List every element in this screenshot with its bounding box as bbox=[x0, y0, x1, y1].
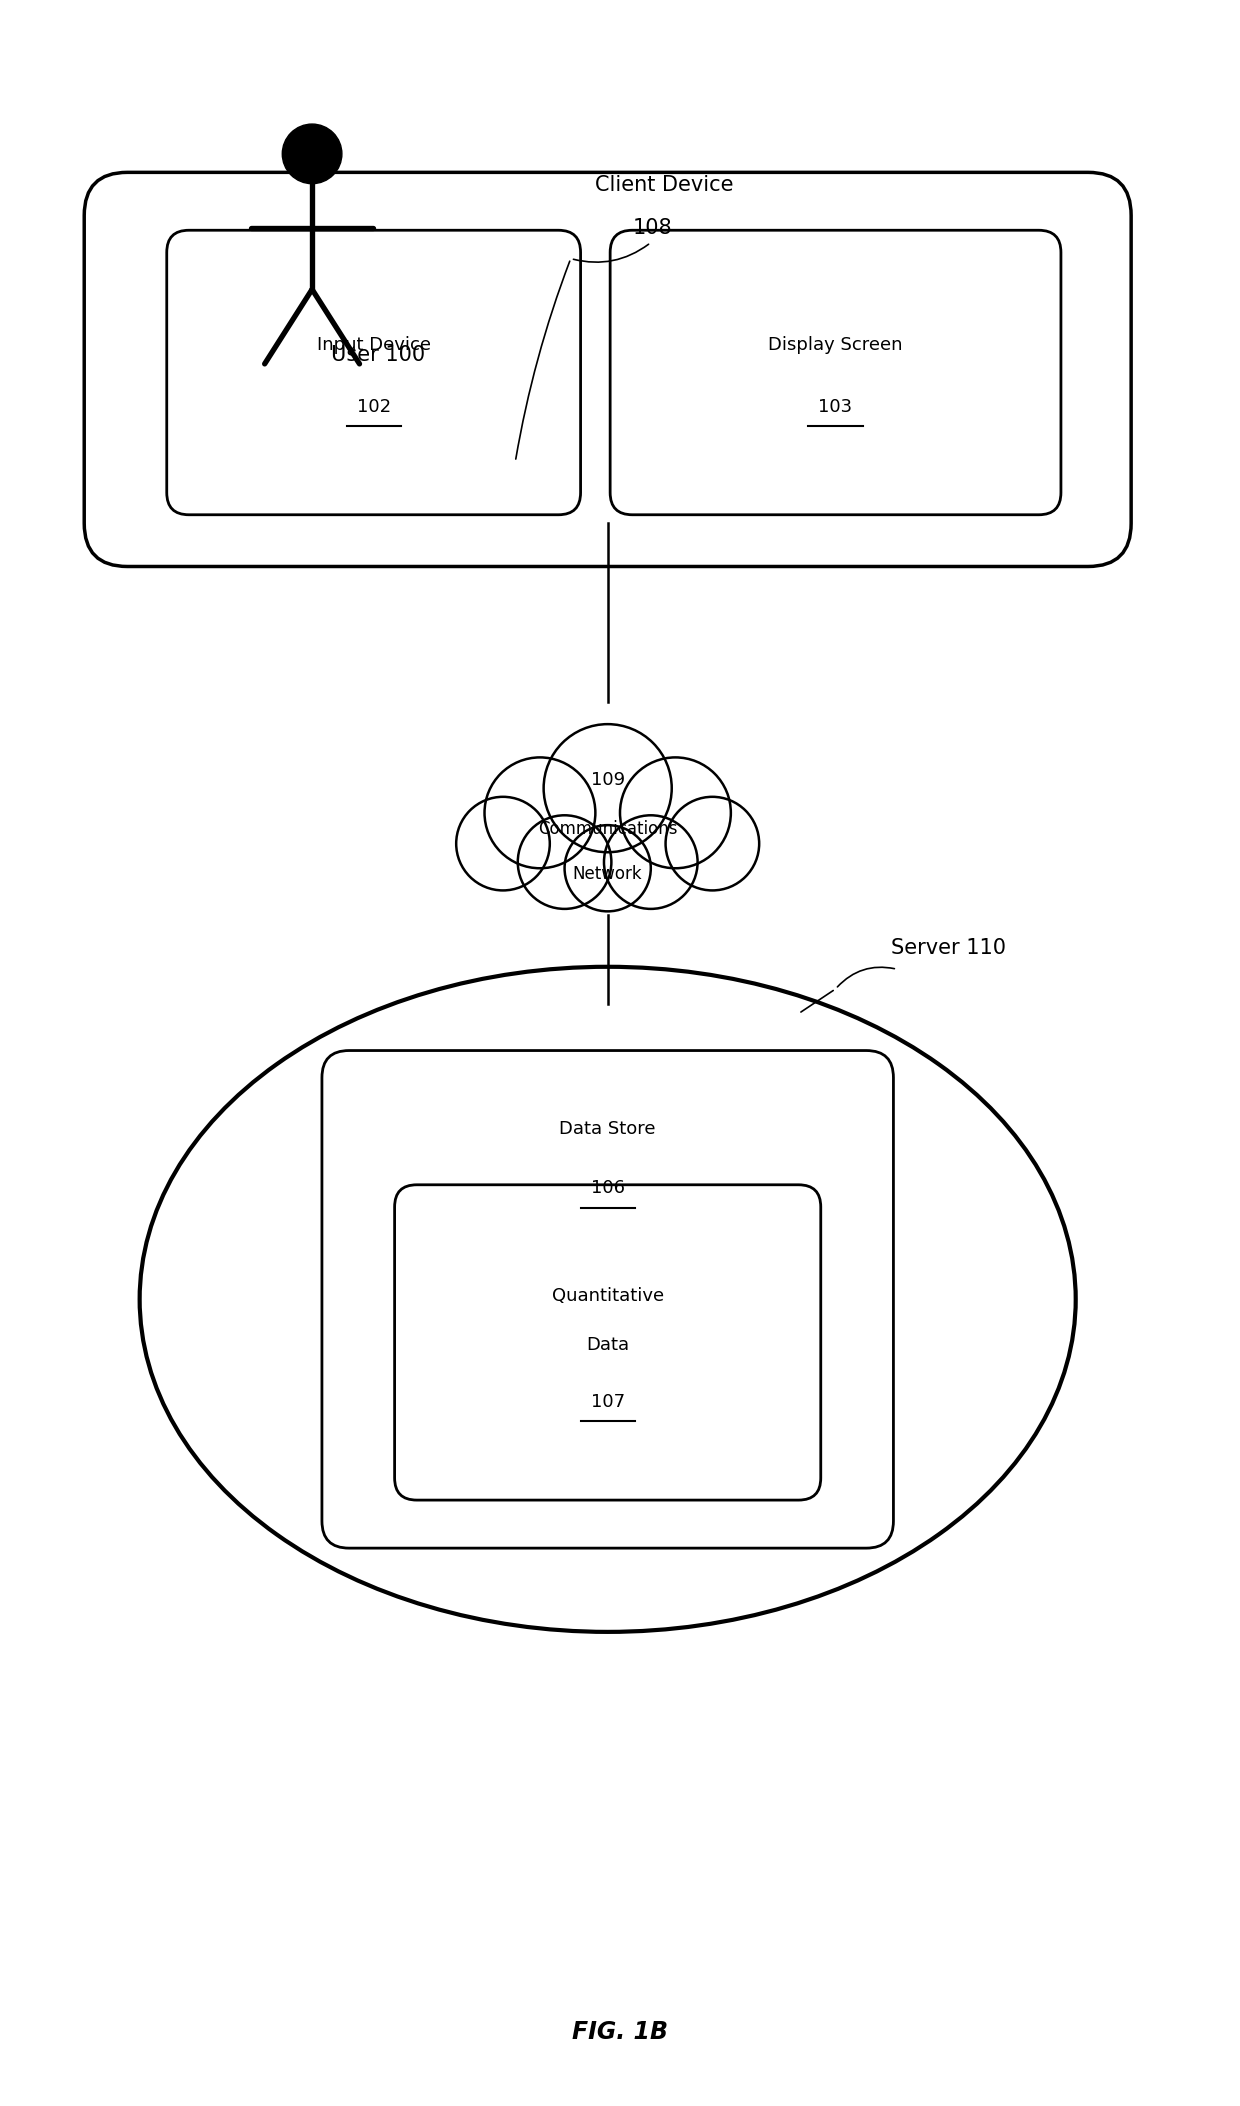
Text: 107: 107 bbox=[590, 1392, 625, 1411]
Text: 109: 109 bbox=[590, 771, 625, 788]
Text: Server 110: Server 110 bbox=[892, 939, 1006, 958]
FancyArrowPatch shape bbox=[837, 967, 894, 988]
Circle shape bbox=[518, 815, 611, 910]
Text: Client Device: Client Device bbox=[595, 175, 734, 194]
FancyBboxPatch shape bbox=[84, 173, 1131, 567]
Text: FIG. 1B: FIG. 1B bbox=[572, 2020, 668, 2045]
Text: 102: 102 bbox=[357, 398, 391, 417]
Circle shape bbox=[564, 826, 651, 912]
FancyArrowPatch shape bbox=[573, 244, 649, 261]
Text: 108: 108 bbox=[632, 217, 672, 238]
Text: Quantitative: Quantitative bbox=[552, 1287, 663, 1304]
Ellipse shape bbox=[140, 967, 1076, 1632]
Circle shape bbox=[666, 796, 759, 891]
Text: 106: 106 bbox=[590, 1179, 625, 1198]
FancyArrowPatch shape bbox=[516, 261, 569, 459]
Text: Data: Data bbox=[587, 1335, 629, 1354]
Text: Network: Network bbox=[573, 866, 642, 882]
Circle shape bbox=[456, 796, 549, 891]
Text: Communications: Communications bbox=[538, 819, 677, 838]
Circle shape bbox=[543, 724, 672, 853]
Circle shape bbox=[604, 815, 698, 910]
Circle shape bbox=[485, 758, 595, 868]
Text: Input Device: Input Device bbox=[316, 337, 430, 354]
Text: Display Screen: Display Screen bbox=[769, 337, 903, 354]
Text: 103: 103 bbox=[818, 398, 853, 417]
FancyBboxPatch shape bbox=[322, 1051, 894, 1548]
FancyBboxPatch shape bbox=[166, 230, 580, 514]
FancyArrowPatch shape bbox=[801, 990, 833, 1013]
FancyBboxPatch shape bbox=[394, 1186, 821, 1499]
Circle shape bbox=[283, 124, 342, 183]
Text: Data Store: Data Store bbox=[559, 1120, 656, 1139]
Circle shape bbox=[620, 758, 730, 868]
FancyBboxPatch shape bbox=[610, 230, 1061, 514]
Text: User 100: User 100 bbox=[331, 345, 424, 364]
